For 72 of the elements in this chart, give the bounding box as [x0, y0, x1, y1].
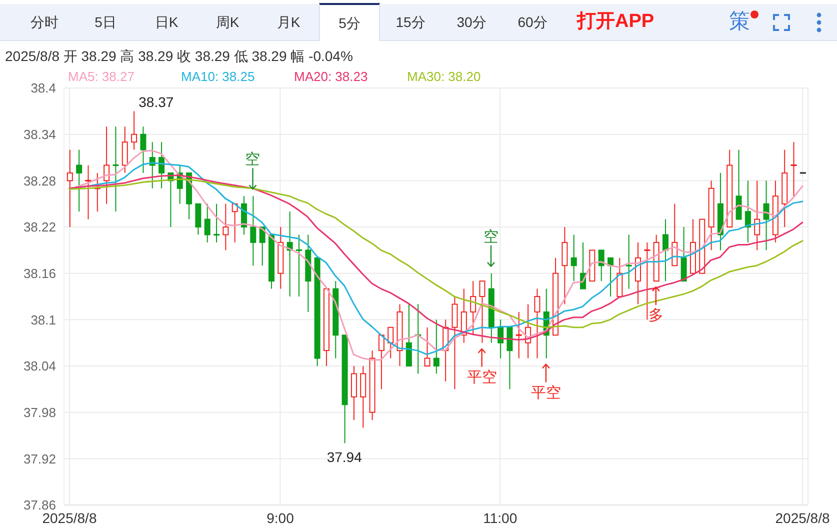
candlestick	[744, 180, 751, 243]
candlestick	[158, 142, 165, 189]
text: MA30: 38.20	[407, 69, 481, 84]
candlestick	[295, 234, 303, 297]
candlestick	[643, 242, 651, 320]
x-tick-label: 2025/8/8	[775, 510, 830, 526]
candlestick	[534, 288, 540, 359]
candlestick	[131, 110, 138, 150]
annotation: 多	[648, 307, 664, 324]
text: 30分	[456, 14, 486, 30]
annotation: 平空	[466, 368, 497, 386]
candlestick	[122, 126, 128, 174]
y-tick-label: 37.92	[23, 451, 56, 466]
annotation: 37.94	[326, 449, 362, 466]
candlestick	[212, 203, 220, 243]
candlestick	[195, 203, 202, 236]
y-tick-label: 38.04	[23, 358, 56, 374]
y-tick-label: 37.98	[23, 404, 56, 420]
candlestick	[66, 149, 73, 228]
annotation: 38.37	[138, 94, 174, 110]
candlestick	[662, 218, 668, 282]
candlestick	[470, 280, 476, 336]
candlestick	[140, 126, 146, 174]
candlestick	[515, 311, 523, 359]
y-tick-label: 38.1	[30, 312, 56, 328]
candlestick	[388, 326, 394, 359]
candlestick	[625, 234, 633, 290]
candlestick	[350, 366, 357, 421]
annotation: 平空	[530, 384, 561, 402]
y-tick-label: 38.34	[23, 126, 56, 142]
text: 15分	[396, 14, 426, 30]
chart-title: 2025/8/8 开 38.29 高 38.29 收 38.29 低 38.29 幅 -0.04%	[5, 48, 353, 64]
candlestick	[570, 234, 577, 282]
candlestick	[250, 196, 256, 266]
candlestick	[479, 280, 486, 344]
annotation: 空	[483, 228, 498, 246]
candlestick	[76, 149, 82, 212]
y-tick-label: 38.22	[23, 220, 56, 235]
y-tick-label: 38.16	[23, 266, 56, 281]
text: MA5: 38.27	[68, 69, 134, 84]
text: 60分	[518, 14, 548, 30]
candlestick	[406, 304, 412, 366]
text: 策	[729, 10, 750, 33]
candlestick	[598, 250, 604, 282]
candlestick	[204, 203, 210, 243]
candlestick	[222, 203, 229, 251]
candlestick	[104, 126, 110, 204]
text: 5分	[338, 15, 360, 31]
candlestick	[736, 149, 742, 220]
candlestick	[680, 226, 687, 282]
candlestick	[452, 296, 458, 390]
candlestick	[424, 326, 430, 366]
candlestick	[360, 366, 366, 428]
text: 5日	[94, 14, 116, 30]
text: 分时	[30, 14, 58, 30]
text: MA10: 38.25	[181, 69, 255, 84]
annotation: 空	[245, 151, 260, 168]
y-tick-label: 38.28	[23, 173, 56, 188]
text: 打开APP	[577, 11, 654, 32]
candlestick	[378, 334, 384, 390]
text: 月K	[276, 14, 300, 30]
text: 周K	[216, 14, 240, 30]
y-tick-label: 38.4	[30, 80, 56, 96]
candlestick	[433, 319, 440, 374]
candlestick	[763, 180, 770, 251]
x-tick-label: 9:00	[266, 510, 294, 526]
text: 日K	[154, 14, 178, 30]
text: MA20: 38.23	[294, 69, 368, 84]
candlestick	[506, 326, 513, 390]
candlestick	[562, 226, 568, 305]
candlestick	[616, 257, 623, 297]
x-tick-label: 11:00	[483, 510, 518, 526]
